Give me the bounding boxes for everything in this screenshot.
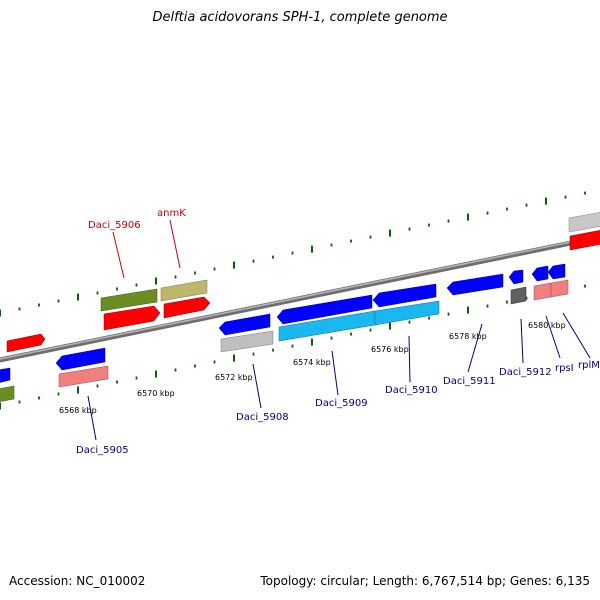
gene-label: Daci_5910 (385, 385, 438, 396)
reverse-strand-genes (0, 279, 569, 402)
gene-label: rpsI (555, 363, 574, 374)
kbp-label: 6568 kbp (59, 406, 97, 415)
gene-box (160, 279, 208, 302)
gene-arrow (0, 367, 11, 383)
kbp-label: 6572 kbp (215, 373, 253, 382)
gene-label: Daci_5911 (443, 376, 496, 387)
gene-box (568, 212, 600, 233)
map-title: Delftia acidovorans SPH-1, complete geno… (152, 10, 448, 25)
gene-arrow (508, 269, 524, 285)
gene-label: Daci_5909 (315, 398, 368, 409)
gene-box (100, 288, 158, 312)
genome-backbone (0, 234, 600, 363)
forward-strand-genes (100, 212, 600, 312)
gene-label: rplM (578, 360, 600, 371)
gene-arrow (531, 265, 549, 282)
gene-label: Daci_5906 (88, 220, 141, 231)
gene-box (220, 330, 274, 353)
gene-arrow (446, 273, 504, 296)
gene-box (374, 300, 440, 326)
forward-gene-labels: Daci_5906 anmK (88, 208, 186, 231)
gene-arrow (372, 283, 437, 308)
gene-box (510, 286, 527, 305)
gene-box (550, 279, 569, 298)
forward-strand-cds (6, 230, 600, 353)
gene-box (58, 365, 109, 388)
kbp-label: 6576 kbp (371, 345, 409, 354)
gene-arrow (103, 305, 161, 331)
kbp-label: 6574 kbp (293, 358, 331, 367)
kbp-label: 6570 kbp (137, 389, 175, 398)
reverse-strand-cds (0, 263, 566, 383)
gene-arrow (276, 294, 373, 325)
gene-label: Daci_5908 (236, 412, 289, 423)
gene-label: Daci_5912 (499, 367, 552, 378)
gene-label: anmK (157, 208, 186, 219)
accession-text: Accession: NC_010002 (9, 574, 146, 588)
gene-arrow (569, 230, 600, 251)
genome-summary-text: Topology: circular; Length: 6,767,514 bp… (260, 574, 590, 588)
gene-arrow (6, 333, 46, 353)
gene-arrow (163, 296, 211, 319)
kbp-label: 6578 kbp (449, 332, 487, 341)
gene-box (533, 282, 552, 301)
gene-box (0, 385, 15, 402)
kbp-label: 6580 kbp (528, 321, 566, 330)
gene-arrow (218, 313, 271, 336)
gene-arrow (547, 263, 566, 280)
kbp-labels: 6568 kbp 6570 kbp 6572 kbp 6574 kbp 6576… (59, 321, 566, 415)
reverse-gene-labels: Daci_5905 Daci_5908 Daci_5909 Daci_5910 … (76, 360, 600, 456)
gene-label: Daci_5905 (76, 445, 129, 456)
gene-arrow (55, 347, 106, 371)
